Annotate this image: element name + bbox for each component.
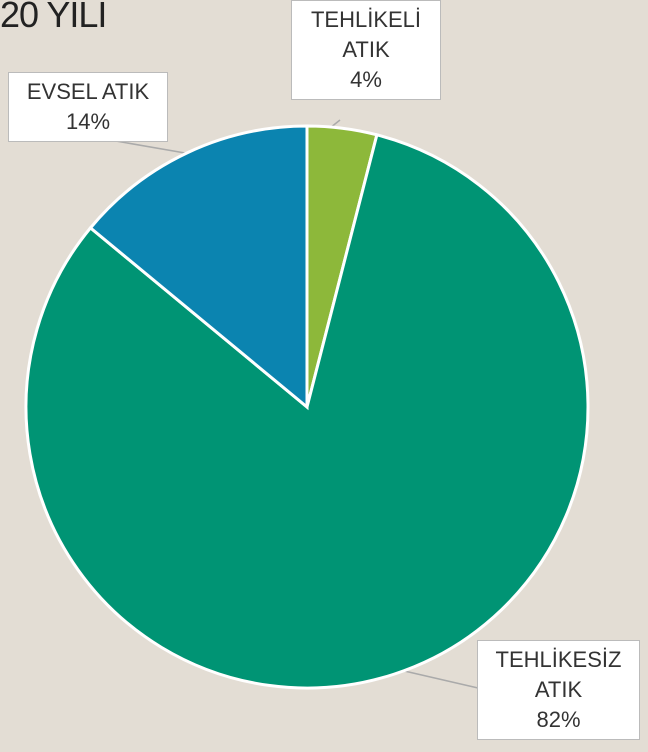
leader-line xyxy=(109,139,186,154)
leader-line xyxy=(399,669,479,689)
value-label: 4% xyxy=(350,67,382,92)
chart-title: 20 YILI xyxy=(0,0,107,35)
value-label: 14% xyxy=(65,109,111,134)
category-label: EVSEL ATIK xyxy=(26,79,150,104)
category-label: TEHLİKESİZ ATIK xyxy=(495,647,622,702)
data-label: TEHLİKELİ ATIK 4% xyxy=(291,0,441,100)
data-label: TEHLİKESİZ ATIK 82% xyxy=(477,640,640,740)
category-label: TEHLİKELİ ATIK xyxy=(310,7,422,62)
pie-slice xyxy=(88,124,309,411)
value-label: 82% xyxy=(536,707,581,732)
pie-slice xyxy=(24,132,590,690)
data-label: EVSEL ATIK 14% xyxy=(8,72,168,142)
